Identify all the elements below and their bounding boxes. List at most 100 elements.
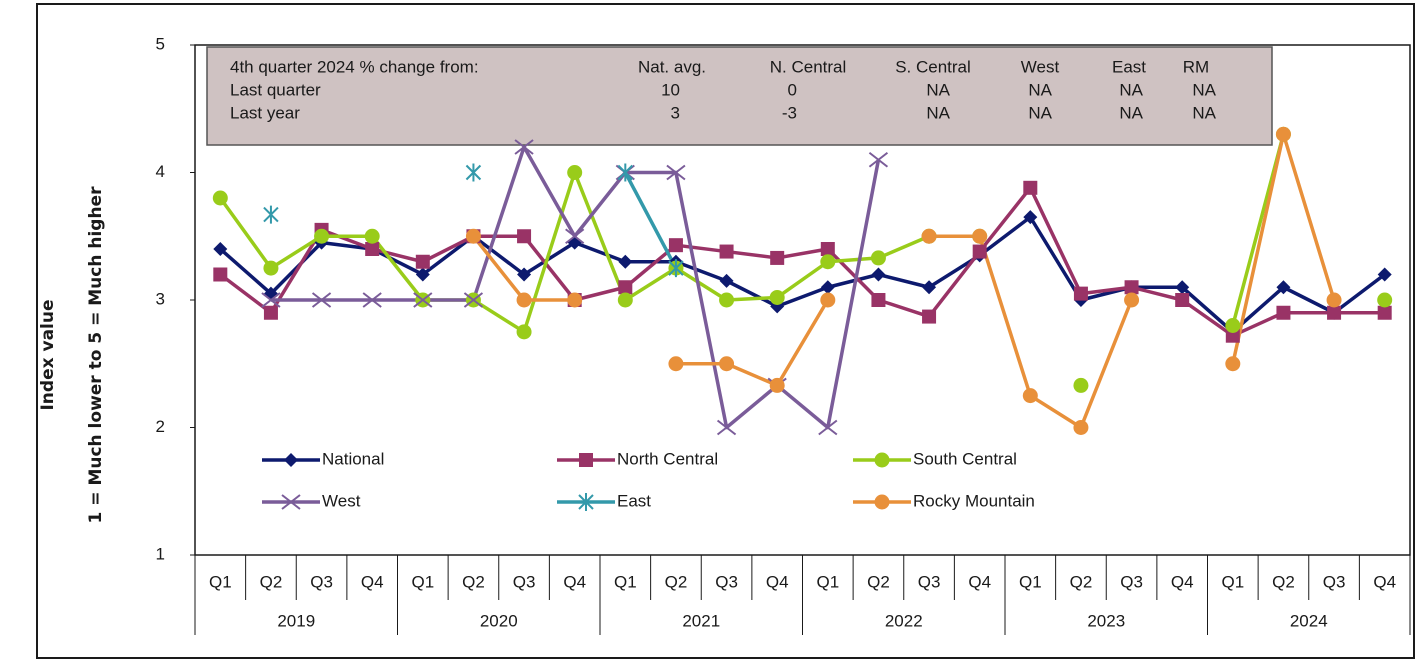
legend-marker <box>579 453 593 467</box>
data-point <box>1225 318 1241 333</box>
data-point <box>1225 328 1240 343</box>
data-point <box>820 280 835 295</box>
table-cell: NA <box>1192 103 1216 122</box>
table-header: Nat. avg. <box>638 57 706 76</box>
x-tick-label: Q3 <box>918 572 941 591</box>
legend-marker <box>874 494 890 510</box>
data-point <box>972 244 987 259</box>
x-tick-label: Q3 <box>715 572 738 591</box>
data-point <box>1073 420 1089 435</box>
table-cell: Last quarter <box>230 80 321 99</box>
x-tick-label: Q1 <box>614 572 637 591</box>
data-point <box>1276 280 1291 295</box>
data-point <box>1073 286 1088 301</box>
legend-marker <box>281 494 301 510</box>
legend-marker <box>578 493 594 511</box>
legend-label: North Central <box>617 449 718 468</box>
data-point <box>1124 280 1139 295</box>
data-point <box>516 292 532 308</box>
x-tick-label: Q4 <box>766 572 789 591</box>
table-cell: Last year <box>230 103 300 122</box>
data-point <box>263 205 279 224</box>
data-point <box>1175 280 1190 295</box>
data-point <box>263 305 278 320</box>
data-point <box>516 324 532 340</box>
data-point <box>617 163 634 182</box>
x-tick-label: Q3 <box>1120 572 1143 591</box>
series-line <box>623 171 678 269</box>
x-tick-label: Q1 <box>411 572 434 591</box>
data-point <box>1275 126 1291 142</box>
table-cell: NA <box>1028 103 1052 122</box>
x-tick-label: Q2 <box>462 572 485 591</box>
table-cell: 3 <box>671 103 680 122</box>
table-cell: NA <box>1192 80 1216 99</box>
table-header: 4th quarter 2024 % change from: <box>230 57 479 76</box>
data-point <box>818 419 838 436</box>
data-point <box>1023 210 1038 225</box>
data-point <box>769 377 785 393</box>
data-point <box>415 254 430 269</box>
table-cell: NA <box>1028 80 1052 99</box>
data-point <box>213 267 228 282</box>
table-cell: -3 <box>782 103 797 122</box>
data-point <box>1022 388 1038 404</box>
group-label: 2024 <box>1290 611 1328 630</box>
data-point <box>365 242 380 256</box>
summary-box <box>206 46 1273 146</box>
data-point <box>1175 293 1190 307</box>
data-point <box>719 273 734 288</box>
data-point <box>922 280 937 295</box>
data-point <box>311 292 332 308</box>
data-point <box>617 292 633 308</box>
x-tick-label: Q3 <box>310 572 333 591</box>
data-point <box>362 292 382 308</box>
data-point <box>1225 356 1241 372</box>
data-point <box>565 228 585 245</box>
series-line <box>219 186 1385 338</box>
table-header: West <box>1021 57 1060 76</box>
x-tick-label: Q3 <box>1323 572 1346 591</box>
table-header: East <box>1112 57 1146 76</box>
data-point <box>514 139 534 155</box>
group-label: 2021 <box>682 611 720 630</box>
data-point <box>871 267 886 282</box>
table-cell: 10 <box>661 80 680 99</box>
data-point <box>465 228 481 244</box>
y-tick-label: 3 <box>156 289 165 308</box>
data-point <box>1023 180 1038 195</box>
data-point <box>769 289 785 305</box>
data-point <box>770 250 785 265</box>
data-point <box>465 163 482 182</box>
table-header: RM <box>1183 57 1209 76</box>
frame <box>36 3 1415 659</box>
series-line <box>219 215 1386 334</box>
data-point <box>716 419 737 436</box>
y-tick-label: 1 <box>156 544 165 563</box>
x-tick-label: Q4 <box>361 572 384 591</box>
y-tick-label: 5 <box>156 34 165 53</box>
x-tick-label: Q2 <box>1070 572 1093 591</box>
x-tick-label: Q1 <box>1221 572 1244 591</box>
y-axis-title-line: 1 = Much lower to 5 = Much higher <box>86 186 106 524</box>
x-tick-label: Q4 <box>1171 572 1194 591</box>
data-point <box>1377 267 1392 282</box>
table-header: S. Central <box>895 57 971 76</box>
legend-label: Rocky Mountain <box>913 491 1035 510</box>
group-label: 2019 <box>277 611 315 630</box>
legend-marker <box>874 452 890 468</box>
data-point <box>668 259 684 278</box>
x-tick-label: Q4 <box>1373 572 1396 591</box>
data-point <box>820 292 836 308</box>
x-tick-label: Q1 <box>1019 572 1042 591</box>
y-tick-label: 2 <box>156 417 165 436</box>
data-point <box>719 244 734 259</box>
table-cell: NA <box>1119 80 1143 99</box>
data-point <box>1124 292 1140 308</box>
data-point <box>263 260 279 276</box>
data-point <box>668 238 683 253</box>
data-point <box>1276 305 1291 320</box>
data-point <box>517 267 532 282</box>
data-point <box>820 254 836 270</box>
data-point <box>364 228 380 244</box>
